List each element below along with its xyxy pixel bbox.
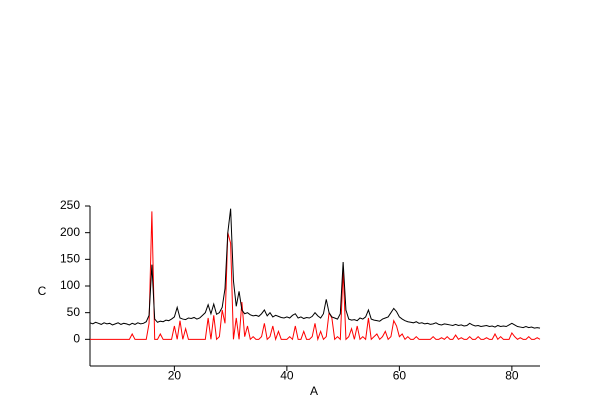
y-tick-label: 150: [60, 252, 80, 266]
series-line: [90, 211, 541, 342]
x-tick-label: 40: [280, 369, 294, 383]
y-tick-label: 250: [60, 198, 80, 212]
y-tick-label: 50: [67, 305, 81, 319]
x-axis-label: A: [310, 384, 318, 398]
y-tick-label: 0: [73, 332, 80, 346]
x-tick-label: 80: [505, 369, 519, 383]
y-tick-label: 200: [60, 225, 80, 239]
x-tick-label: 60: [393, 369, 407, 383]
y-tick-label: 100: [60, 278, 80, 292]
x-tick-label: 20: [168, 369, 182, 383]
series-line: [89, 208, 541, 329]
y-axis-label: C: [38, 284, 47, 298]
